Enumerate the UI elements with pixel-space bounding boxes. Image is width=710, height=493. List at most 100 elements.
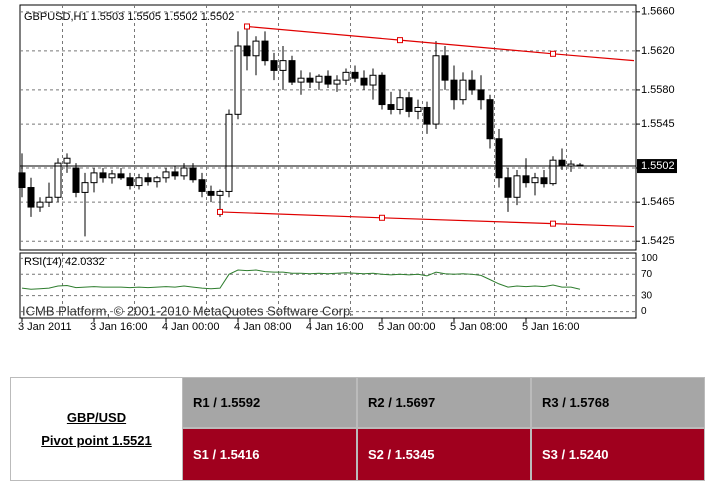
candle-body: [135, 177, 143, 187]
y-tick-label: 100: [641, 253, 658, 264]
trendline: [219, 211, 635, 228]
candle-body: [513, 175, 521, 198]
candle-body: [387, 104, 395, 110]
rsi-line: [21, 269, 581, 290]
candle-body: [243, 45, 251, 57]
trendline-point: [550, 220, 556, 227]
rsi-title: RSI(14) 42.0332: [24, 256, 105, 268]
candle-body: [162, 171, 170, 179]
candle-body: [108, 173, 116, 179]
pair-cell: GBP/USD Pivot point 1.5521: [10, 377, 183, 481]
candle-body: [477, 89, 485, 101]
chart-title: GBPUSD,H1 1.5503 1.5505 1.5502 1.5502: [24, 11, 234, 23]
candle-body: [27, 187, 35, 208]
level-cell: R3 / 1.5768: [531, 377, 705, 428]
x-tick-label: 5 Jan 16:00: [522, 321, 580, 333]
candle-body: [18, 172, 26, 189]
candle-body: [432, 55, 440, 125]
trendline-point: [397, 37, 403, 44]
candle-body: [234, 45, 242, 115]
candle-body: [351, 71, 359, 79]
candle-body: [315, 75, 323, 83]
y-tick-label: 30: [641, 290, 653, 301]
candle-body: [522, 175, 530, 184]
candle-body: [45, 196, 53, 203]
candle-body: [126, 177, 134, 187]
x-tick-label: 3 Jan 16:00: [90, 321, 148, 333]
candle-body: [333, 79, 341, 85]
candle-body: [99, 172, 107, 179]
candle-body: [324, 75, 332, 85]
candle-body: [54, 162, 62, 198]
y-tick-label: 70: [641, 269, 653, 280]
candle-body: [270, 60, 278, 71]
candle-body: [441, 55, 449, 81]
trendline-point: [217, 208, 223, 215]
candle-body: [405, 97, 413, 112]
x-tick-label: 3 Jan 2011: [18, 321, 72, 333]
pair-title: GBP/USD: [66, 410, 127, 425]
level-cell: R2 / 1.5697: [357, 377, 531, 428]
candle-body: [117, 173, 125, 179]
y-tick-label: 1.5660: [641, 6, 675, 18]
candle-body: [288, 60, 296, 83]
candle-body: [63, 157, 71, 164]
rsi-pane: [19, 252, 637, 319]
trendline-point: [244, 23, 250, 30]
x-tick-label: 4 Jan 16:00: [306, 321, 364, 333]
candle-body: [279, 60, 287, 71]
x-tick-label: 4 Jan 08:00: [234, 321, 292, 333]
x-tick-label: 5 Jan 00:00: [378, 321, 436, 333]
candle-body: [486, 99, 494, 140]
candle-body: [198, 179, 206, 192]
candle-body: [495, 138, 503, 179]
candle-body: [540, 177, 548, 185]
trendline: [246, 25, 635, 62]
y-tick-label: 0: [641, 306, 647, 317]
candle-body: [171, 171, 179, 177]
candle-body: [423, 106, 431, 125]
candle-body: [360, 77, 368, 86]
watermark: ICMB Platform, © 2001-2010 MetaQuotes So…: [22, 303, 354, 318]
y-tick-label: 1.5465: [641, 196, 675, 208]
candle-body: [459, 79, 467, 101]
candle-body: [378, 74, 386, 106]
y-tick-label: 1.5425: [641, 235, 675, 247]
candle-body: [180, 167, 188, 177]
x-tick-label: 4 Jan 00:00: [162, 321, 220, 333]
candle-body: [414, 106, 422, 112]
candle-body: [468, 79, 476, 91]
level-cell: S1 / 1.5416: [182, 428, 357, 481]
candle-body: [342, 71, 350, 81]
candle-body: [306, 77, 314, 83]
candle-body: [225, 113, 233, 192]
trendline-point: [379, 214, 385, 221]
candle-body: [504, 177, 512, 198]
candle-body: [252, 40, 260, 57]
candle-body: [261, 40, 269, 62]
candle-body: [72, 167, 80, 193]
candle-body: [531, 177, 539, 184]
pivot-point: Pivot point 1.5521: [41, 433, 152, 448]
candle-body: [216, 190, 224, 196]
candle-body: [450, 79, 458, 101]
y-tick-label: 1.5620: [641, 45, 675, 57]
level-cell: S2 / 1.5345: [357, 428, 531, 481]
candle-body: [144, 177, 152, 183]
last-price-label: 1.5502: [641, 160, 675, 172]
last-price-box: [637, 159, 677, 174]
candle-body: [81, 182, 89, 193]
candle-body: [189, 167, 197, 181]
y-tick-label: 1.5545: [641, 118, 675, 130]
chart: 1.56601.56201.55801.55451.55051.54651.54…: [18, 4, 677, 333]
candle-body: [153, 177, 161, 183]
candle-body: [549, 159, 557, 185]
candle-body: [207, 190, 215, 196]
price-pane: [19, 4, 637, 251]
candle-body: [297, 77, 305, 83]
candle-body: [90, 172, 98, 184]
candle-body: [369, 74, 377, 86]
candle-body: [396, 97, 404, 110]
x-tick-label: 5 Jan 08:00: [450, 321, 508, 333]
